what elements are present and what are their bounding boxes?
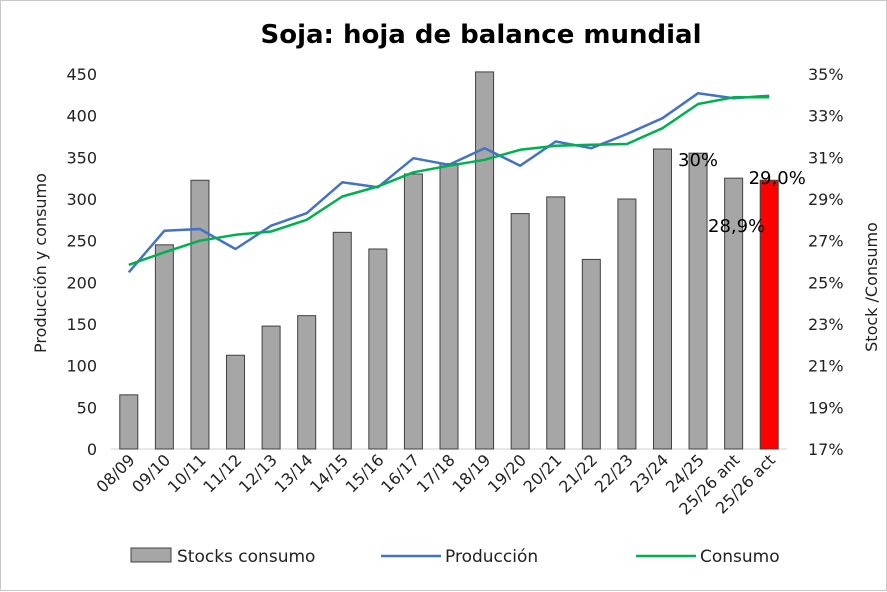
annotation-label: 29,0%: [749, 168, 806, 189]
bar-20-21: [546, 196, 566, 450]
y-tick-label: 250: [66, 232, 97, 251]
legend: Stocks consumo Producción Consumo: [130, 547, 780, 567]
y2-tick-label: 25%: [808, 273, 844, 292]
y-tick-label: 100: [66, 357, 97, 376]
bar-16-17: [403, 173, 423, 450]
x-tick-label: 15/16: [342, 450, 388, 496]
legend-label: Consumo: [700, 547, 780, 567]
y2-tick-label: 31%: [808, 148, 844, 167]
y2-tick-label: 35%: [808, 65, 844, 84]
bar-21-22: [581, 258, 601, 450]
x-tick-label: 19/20: [484, 450, 530, 496]
bar-08-09: [119, 394, 139, 450]
bar-12-13: [261, 325, 281, 450]
x-tick-label: 17/18: [413, 450, 459, 496]
y-tick-label: 350: [66, 148, 97, 167]
y2-tick-label: 23%: [808, 315, 844, 334]
x-tick-label: 12/13: [235, 450, 281, 496]
bar-25-26-act: [759, 179, 779, 450]
x-tick-label: 22/23: [591, 450, 637, 496]
lines-group: [127, 91, 770, 274]
legend-label: Stocks consumo: [177, 547, 315, 567]
y2-tick-label: 21%: [808, 357, 844, 376]
bar-11-12: [226, 354, 246, 450]
bar-23-24: [652, 148, 672, 450]
y2-tick-label: 19%: [808, 398, 844, 417]
x-tick-label: 20/21: [520, 450, 566, 496]
x-tick-label: 16/17: [377, 450, 423, 496]
y-tick-label: 50: [77, 398, 97, 417]
y-axis-title: Producción y consumo: [31, 173, 50, 353]
x-tick-label: 11/12: [199, 450, 245, 496]
bar-10-11: [190, 179, 210, 450]
y2-tick-label: 33%: [808, 107, 844, 126]
bar-17-18: [439, 163, 459, 450]
x-tick-label: 09/10: [128, 450, 174, 496]
x-tick-label: 14/15: [306, 450, 352, 496]
x-tick-label: 23/24: [626, 450, 672, 496]
annotations-group: 30% 28,9% 29,0%: [678, 150, 806, 237]
bar-25-26-ant: [724, 177, 744, 450]
x-tick-label: 13/14: [270, 450, 316, 496]
chart-title: Soja: hoja de balance mundial: [261, 20, 702, 50]
x-tick-label: 21/22: [555, 450, 601, 496]
bars-group: [119, 71, 779, 450]
line-consumo: [128, 96, 770, 266]
bar-24-25: [688, 152, 708, 450]
y2-axis-title: Stock /Consumo: [862, 222, 881, 352]
x-tick-label: 08/09: [93, 450, 139, 496]
legend-swatch-bar: [130, 547, 172, 563]
y-tick-label: 150: [66, 315, 97, 334]
y2-tick-label: 27%: [808, 232, 844, 251]
x-tick-label: 18/19: [448, 450, 494, 496]
y2-tick-label: 29%: [808, 190, 844, 209]
y2-tick-label: 17%: [808, 440, 844, 459]
y2-axis-ticks: 17% 19% 21% 23% 25% 27% 29% 31% 33% 35%: [808, 65, 844, 459]
annotation-label: 30%: [678, 150, 718, 171]
y-tick-label: 300: [66, 190, 97, 209]
y-tick-label: 450: [66, 65, 97, 84]
bar-14-15: [332, 231, 352, 450]
y-tick-label: 200: [66, 273, 97, 292]
y-tick-label: 400: [66, 107, 97, 126]
y-axis-ticks: 0 50 100 150 200 250 300 350 400 450: [66, 65, 97, 459]
bar-09-10: [154, 244, 174, 450]
bar-18-19: [475, 71, 495, 450]
bar-13-14: [297, 315, 317, 450]
bar-22-23: [617, 198, 637, 450]
x-axis-ticks: 08/0909/1010/1111/1212/1313/1414/1515/16…: [93, 450, 779, 518]
annotation-label: 28,9%: [708, 216, 765, 237]
x-tick-label: 10/11: [164, 450, 210, 496]
legend-label: Producción: [445, 547, 538, 567]
y-tick-label: 0: [87, 440, 97, 459]
bar-19-20: [510, 213, 530, 450]
bar-15-16: [368, 248, 388, 450]
